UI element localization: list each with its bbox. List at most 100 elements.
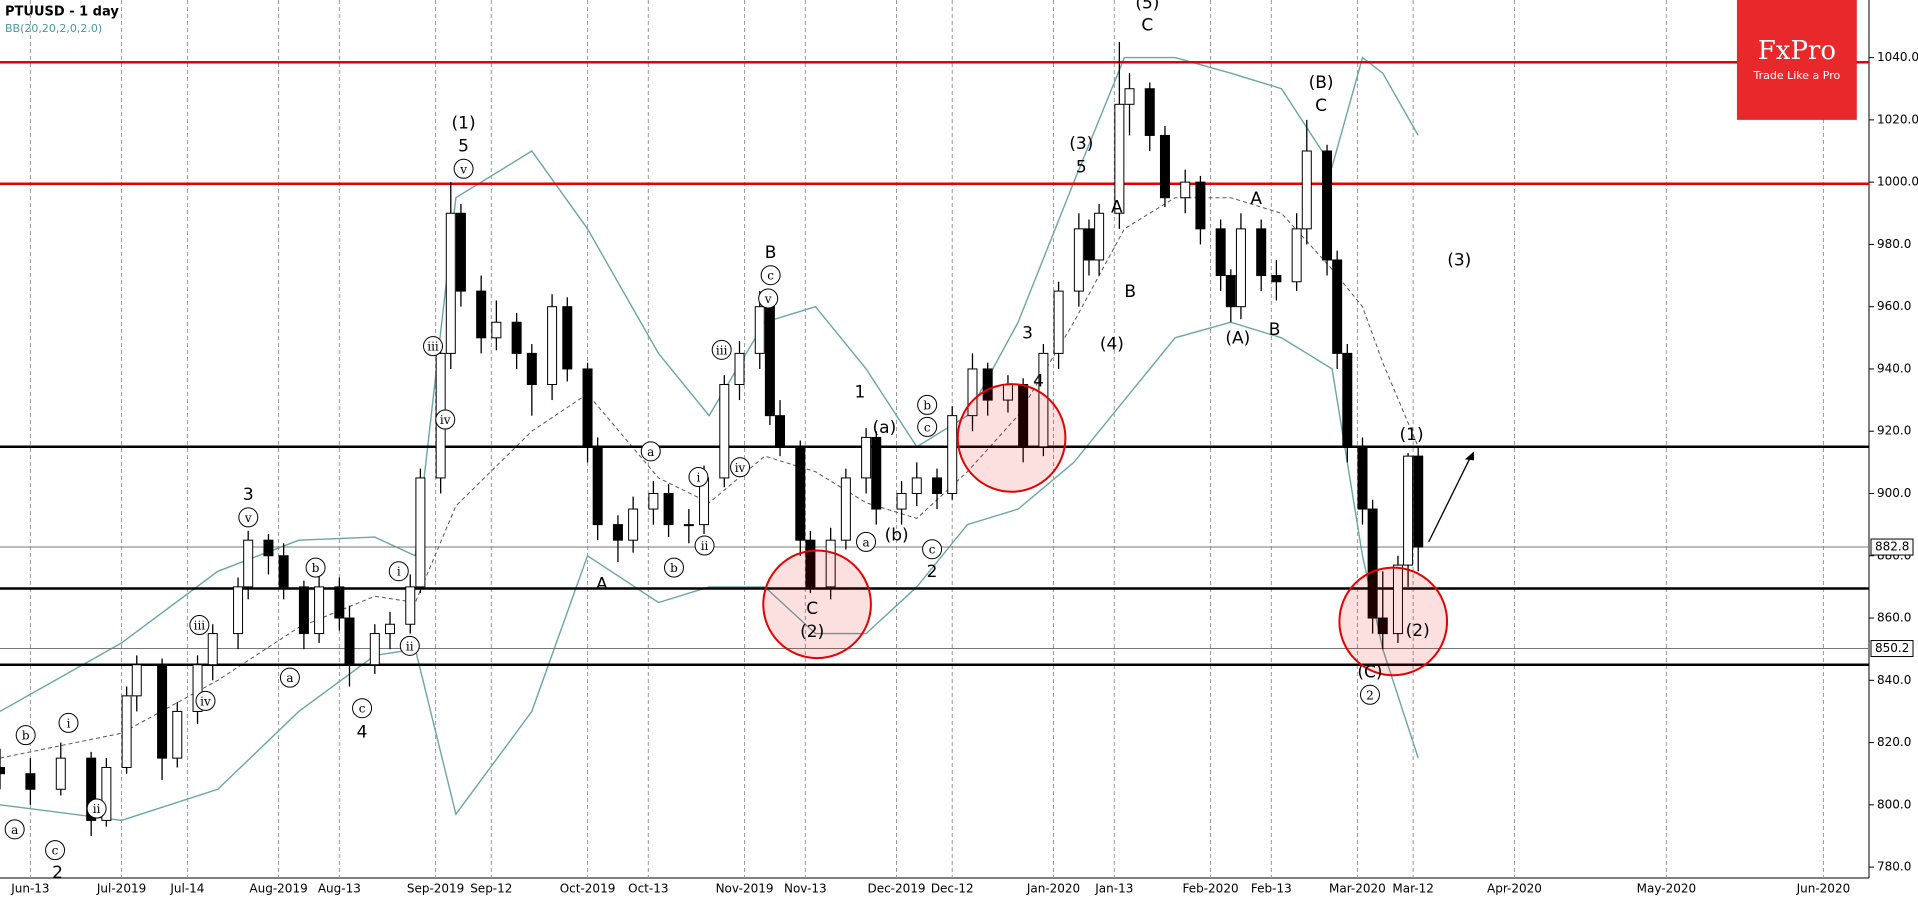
- arrow-head: [1464, 451, 1474, 461]
- candle-body: [298, 586, 309, 635]
- price-box: [1870, 538, 1914, 556]
- x-tick-label: Oct-13: [628, 882, 668, 896]
- wave-label: (A): [1225, 329, 1250, 349]
- x-tick-label: Sep-2019: [407, 882, 465, 896]
- wave-label: 5: [1076, 157, 1087, 177]
- wave-label: (b): [885, 526, 909, 546]
- candle-body: [1124, 88, 1135, 105]
- candle-body: [1083, 228, 1094, 261]
- wave-label: v: [244, 511, 252, 525]
- x-tick-label: Oct-2019: [560, 882, 616, 896]
- candle-body: [192, 664, 203, 712]
- candle-body: [1413, 455, 1424, 548]
- candle-body: [1392, 564, 1403, 635]
- annotation-circle: [758, 288, 779, 309]
- x-tick-label: Jan-13: [1094, 882, 1133, 896]
- highlight-circle: [1338, 566, 1449, 677]
- wave-label: b: [670, 561, 678, 575]
- wave-label: (4): [1100, 335, 1124, 355]
- wave-label: a: [286, 671, 293, 685]
- bollinger-lower: [0, 321, 1419, 822]
- price-box: [1870, 640, 1914, 658]
- candle-body: [86, 757, 97, 821]
- candle-body: [1367, 508, 1378, 619]
- y-tick-label: 1000.0: [1877, 175, 1918, 189]
- wave-label: ii: [93, 802, 101, 816]
- wave-label: C: [1141, 15, 1153, 35]
- candle-body: [1180, 181, 1191, 199]
- candle-body: [263, 539, 274, 557]
- logo-box: [1736, 0, 1857, 120]
- x-tick-label: Dec-2019: [867, 882, 925, 896]
- y-tick-label: 860.0: [1877, 611, 1911, 625]
- wave-label: i: [67, 716, 71, 730]
- candle-body: [932, 477, 943, 494]
- y-tick-label: 920.0: [1877, 424, 1911, 438]
- x-tick-label: Jun-13: [10, 882, 49, 896]
- logo-name: FxPro: [1758, 36, 1836, 66]
- y-tick-label: 900.0: [1877, 486, 1911, 500]
- wave-label: iii: [427, 340, 439, 354]
- wave-label: 4: [1033, 371, 1044, 391]
- y-tick-label: 840.0: [1877, 673, 1911, 687]
- candle-body: [476, 290, 487, 339]
- wave-label: 2: [52, 863, 63, 883]
- annotation-circle: [238, 507, 259, 528]
- wave-label: (a): [873, 418, 897, 438]
- candle-body: [1225, 275, 1236, 308]
- candle-body: [754, 306, 765, 354]
- bollinger-middle: [0, 197, 1419, 759]
- wave-label: B: [765, 243, 777, 263]
- candle-body: [582, 368, 593, 448]
- wave-label: c: [924, 420, 931, 434]
- y-tick-label: 940.0: [1877, 361, 1911, 375]
- x-tick-label: Jun-2020: [1796, 882, 1851, 896]
- annotation-circle: [1359, 684, 1380, 705]
- candle-body: [1342, 352, 1353, 448]
- x-tick-label: Jan-2020: [1026, 882, 1080, 896]
- candle-body: [233, 586, 244, 635]
- x-tick-label: Nov-2019: [716, 882, 774, 896]
- x-tick-label: Jul-2019: [96, 882, 146, 896]
- candle-body: [334, 586, 345, 619]
- candle-body: [278, 555, 289, 588]
- wave-label: iv: [440, 413, 451, 427]
- x-tick-label: Aug-2019: [249, 882, 307, 896]
- annotation-circle: [760, 265, 781, 286]
- wave-label: a: [647, 445, 654, 459]
- candle-body: [967, 368, 978, 417]
- wave-label: (1): [1400, 425, 1424, 445]
- wave-label: 1: [854, 382, 865, 402]
- wave-label: (2): [1406, 621, 1430, 641]
- y-tick-label: 780.0: [1877, 860, 1911, 874]
- candle-body: [131, 664, 142, 697]
- y-tick-label: 800.0: [1877, 797, 1911, 811]
- candle-body: [648, 492, 659, 510]
- candle-body: [455, 212, 466, 292]
- wave-label: iii: [716, 343, 728, 357]
- wave-label: (B): [1309, 73, 1334, 93]
- annotation-circle: [917, 394, 938, 415]
- annotation-circle: [45, 840, 66, 861]
- wave-label: b: [923, 398, 931, 412]
- candle-body: [562, 306, 573, 370]
- x-tick-label: Nov-13: [784, 882, 827, 896]
- candle-body: [1256, 228, 1267, 277]
- candle-body: [1332, 259, 1343, 354]
- wave-label: (2): [800, 622, 824, 642]
- annotation-circle: [189, 615, 210, 636]
- annotation-circle: [688, 467, 709, 488]
- candle-body: [121, 695, 132, 768]
- y-tick-label: 960.0: [1877, 299, 1911, 313]
- annotation-circle: [694, 535, 715, 556]
- annotation-circle: [388, 561, 409, 582]
- wave-label: A: [596, 574, 608, 594]
- wave-label: c: [359, 702, 366, 716]
- wave-label: (5): [1135, 0, 1159, 13]
- wave-label: 5: [458, 137, 469, 157]
- chart-title: PTUUSD - 1 day: [5, 5, 119, 20]
- logo-tagline: Trade Like a Pro: [1753, 69, 1841, 82]
- candle-body: [491, 321, 502, 339]
